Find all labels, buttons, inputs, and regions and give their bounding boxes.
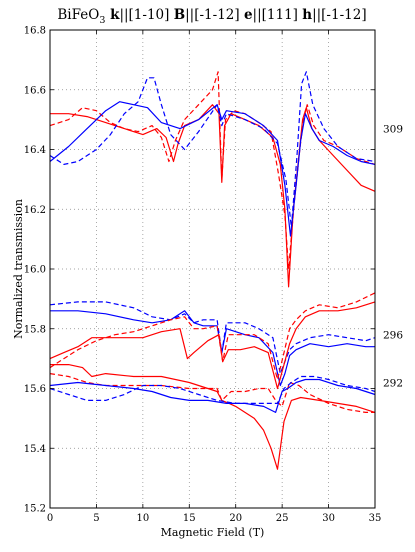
y-tick-label: 16.2 bbox=[24, 205, 46, 216]
series-line-3 bbox=[49, 101, 376, 237]
y-tick-label: 16.8 bbox=[24, 26, 46, 37]
series-line-6 bbox=[49, 301, 376, 375]
x-tick-label: 25 bbox=[276, 513, 289, 524]
y-tick-label: 15.8 bbox=[24, 324, 46, 335]
title-part: h bbox=[302, 7, 312, 23]
y-tick-label: 16.4 bbox=[24, 145, 46, 156]
title-part: e bbox=[244, 7, 253, 23]
y-tick-label: 16.6 bbox=[24, 85, 46, 96]
title-part: 3 bbox=[99, 15, 105, 26]
y-tick-label: 16.0 bbox=[24, 265, 46, 276]
trace-label: 296 bbox=[383, 330, 403, 342]
trace-label: 309 bbox=[383, 124, 403, 136]
axis-ticks: 0 5 10 15 20 25 30 35 15.2 15.4 15.6 15.8 16.0 16.2 16… bbox=[24, 26, 382, 525]
series-line-4 bbox=[49, 71, 376, 228]
series-line-2 bbox=[49, 71, 376, 270]
y-tick-label: 15.6 bbox=[24, 384, 46, 395]
trace-labels: 309 296 292 bbox=[383, 124, 403, 390]
title-part: B bbox=[174, 7, 185, 23]
x-tick-label: 10 bbox=[136, 513, 149, 524]
title-part: ||[-1-12] bbox=[185, 7, 244, 23]
title-part: ||[-1-12] bbox=[312, 7, 367, 23]
series-lines bbox=[49, 71, 376, 470]
series-line-9 bbox=[50, 364, 376, 470]
series-line-8 bbox=[49, 292, 376, 381]
chart-title: BiFeO3 k||[1-10] B||[-1-12] e||[111] h||… bbox=[57, 7, 366, 26]
x-tick-label: 20 bbox=[229, 513, 242, 524]
y-tick-label: 15.2 bbox=[24, 504, 46, 515]
title-part: k bbox=[105, 7, 120, 23]
x-tick-label: 5 bbox=[93, 513, 99, 524]
title-part: ||[111] bbox=[253, 7, 303, 23]
x-tick-label: 15 bbox=[183, 513, 196, 524]
x-tick-label: 35 bbox=[369, 513, 382, 524]
axis-labels: Magnetic Field (T) Normalized transmissi… bbox=[12, 199, 264, 539]
series-line-5 bbox=[50, 310, 375, 387]
title-part: ||[1-10] bbox=[119, 7, 173, 23]
x-tick-label: 0 bbox=[47, 513, 53, 524]
series-line-12 bbox=[49, 375, 376, 404]
series-line-10 bbox=[49, 373, 375, 413]
x-tick-label: 30 bbox=[322, 513, 335, 524]
trace-label: 292 bbox=[383, 378, 403, 390]
y-tick-label: 15.4 bbox=[24, 444, 46, 455]
title-part: BiFeO bbox=[57, 7, 99, 23]
y-axis-label: Normalized transmission bbox=[12, 199, 25, 339]
x-axis-label: Magnetic Field (T) bbox=[161, 526, 265, 539]
